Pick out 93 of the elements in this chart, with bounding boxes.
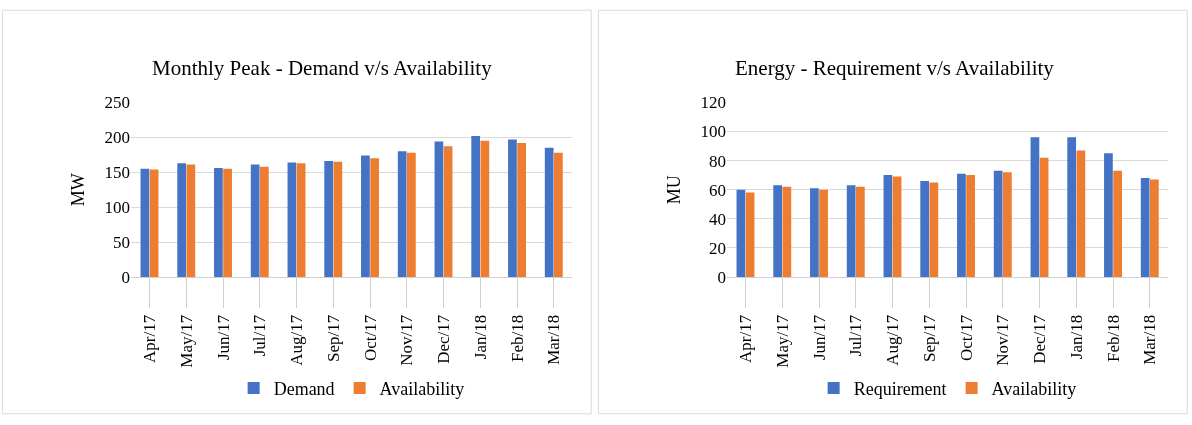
x-tick-label: May/17	[176, 314, 196, 368]
bar	[1030, 137, 1040, 277]
bar	[1076, 150, 1086, 277]
x-tick-label: Oct/17	[956, 314, 976, 362]
bar	[782, 186, 792, 277]
x-tick-label: Feb/18	[507, 314, 527, 362]
bar	[1003, 172, 1012, 277]
bar	[554, 152, 563, 277]
bar	[361, 155, 370, 277]
legend-label: Availability	[379, 379, 465, 400]
x-tick-label: Mar/18	[1140, 314, 1160, 365]
bar	[324, 161, 334, 277]
bar	[250, 164, 260, 277]
y-tick-label: 200	[104, 128, 131, 148]
x-tick-label: Apr/17	[736, 314, 756, 363]
chart-title: Monthly Peak - Demand v/s Availability	[152, 56, 493, 80]
y-axis-title: MW	[67, 173, 88, 207]
bar	[892, 176, 902, 277]
x-tick-label: Feb/18	[1103, 314, 1123, 362]
y-tick-label: 120	[700, 93, 727, 113]
bar	[296, 163, 306, 277]
x-tick-label: Aug/17	[883, 314, 903, 366]
bar	[471, 135, 481, 277]
y-tick-label: 40	[709, 209, 727, 229]
x-tick-label: Aug/17	[287, 314, 307, 366]
bar	[214, 168, 223, 277]
y-tick-label: 0	[121, 267, 131, 287]
bar	[883, 175, 893, 277]
y-tick-label: 100	[104, 198, 131, 218]
bar	[810, 188, 819, 277]
bar	[434, 141, 444, 277]
x-tick-label: Jul/17	[846, 314, 866, 357]
bar	[966, 175, 975, 277]
bar	[186, 164, 196, 277]
bar	[149, 169, 159, 277]
bar	[370, 158, 379, 277]
y-axis-title: MU	[663, 175, 684, 205]
bar	[397, 151, 407, 277]
x-tick-label: Jan/18	[470, 314, 490, 360]
legend-label: Availability	[991, 379, 1077, 400]
chart-title: Energy - Requirement v/s Availability	[735, 56, 1055, 80]
bar	[855, 186, 865, 277]
y-tick-label: 100	[700, 122, 727, 142]
x-tick-label: Dec/17	[1030, 314, 1050, 364]
bar	[773, 185, 783, 277]
bar	[993, 170, 1003, 277]
bar	[140, 168, 150, 277]
bar	[517, 142, 526, 277]
y-tick-label: 80	[709, 151, 727, 171]
bar	[1140, 178, 1150, 277]
bar	[223, 168, 232, 277]
x-tick-label: Nov/17	[993, 314, 1013, 366]
bar	[1150, 179, 1159, 277]
bar	[736, 189, 746, 277]
x-tick-label: Oct/17	[360, 314, 380, 362]
bar	[407, 152, 416, 277]
x-tick-label: Jul/17	[250, 314, 270, 357]
x-tick-label: Dec/17	[434, 314, 454, 364]
x-tick-label: Jan/18	[1066, 314, 1086, 360]
bar	[819, 189, 828, 277]
y-tick-label: 250	[104, 93, 131, 113]
x-tick-label: Jun/17	[213, 314, 233, 361]
x-tick-label: Mar/18	[544, 314, 564, 365]
legend-label: Requirement	[853, 379, 947, 400]
legend-label: Demand	[273, 379, 335, 400]
y-tick-label: 20	[709, 238, 727, 258]
bar	[745, 192, 755, 277]
x-tick-label: Jun/17	[809, 314, 829, 361]
y-tick-label: 150	[104, 163, 131, 183]
bar	[443, 146, 453, 277]
bar	[508, 139, 517, 277]
x-tick-label: May/17	[772, 314, 792, 368]
x-tick-label: Sep/17	[919, 314, 939, 362]
bar	[1113, 170, 1122, 277]
y-tick-label: 50	[113, 232, 131, 252]
bar	[929, 182, 939, 277]
bar	[259, 166, 269, 277]
y-tick-label: 60	[709, 180, 727, 200]
bar	[177, 163, 187, 277]
bar	[846, 185, 856, 277]
y-tick-label: 0	[717, 267, 727, 287]
x-tick-label: Apr/17	[140, 314, 160, 363]
bar	[1039, 157, 1049, 277]
bar	[1067, 137, 1077, 277]
bar	[920, 180, 930, 277]
x-tick-label: Nov/17	[397, 314, 417, 366]
bar	[957, 173, 966, 277]
bar	[287, 162, 297, 277]
bar	[1104, 153, 1113, 277]
x-tick-label: Sep/17	[323, 314, 343, 362]
bar	[480, 140, 490, 277]
bar	[544, 147, 554, 277]
bar	[333, 161, 343, 277]
